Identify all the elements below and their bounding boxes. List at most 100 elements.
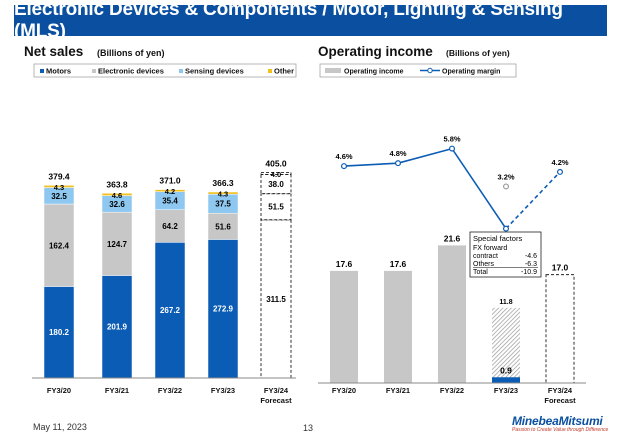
- sales-category-label: FY3/22: [158, 386, 182, 395]
- sales-value-label-sensing: 37.5: [215, 200, 231, 209]
- margin-adjusted-point: [503, 183, 510, 190]
- income-category-label: FY3/23: [494, 386, 518, 395]
- margin-point: [503, 225, 510, 232]
- sales-value-label-other: 4.0: [271, 170, 281, 179]
- income-bar: [545, 274, 575, 384]
- sales-bar-electronic: [260, 193, 292, 221]
- special-factors-row-label: Others: [473, 261, 495, 268]
- income-bar: [330, 270, 358, 383]
- special-factors-row-value: -6.3: [525, 261, 537, 268]
- page-title: Electronic Devices & Components / Motor,…: [14, 0, 607, 42]
- sales-bar-motors: [101, 275, 133, 379]
- sales-legend-swatch-other: [268, 69, 272, 73]
- sales-category-sublabel: Forecast: [260, 396, 292, 405]
- income-legend-box: [319, 63, 517, 78]
- income-category-label: FY3/24: [548, 386, 573, 395]
- sales-category-label: FY3/23: [211, 386, 235, 395]
- income-category-label: FY3/20: [332, 386, 356, 395]
- sales-bar-electronic: [207, 212, 239, 240]
- sales-legend-box: [33, 63, 297, 78]
- sales-bar-other: [154, 189, 186, 192]
- income-category-sublabel: Forecast: [544, 396, 576, 405]
- special-factors-title: Special factors: [473, 234, 522, 243]
- sales-legend-electronic: Electronic devices: [98, 67, 164, 76]
- sales-bar-motors: [154, 242, 186, 379]
- margin-value-label: 4.2%: [551, 158, 568, 167]
- margin-point: [395, 160, 402, 167]
- income-chart-title: Operating income: [318, 44, 433, 59]
- income-chart-units: (Billions of yen): [446, 48, 510, 58]
- footer-date: May 11, 2023: [33, 422, 87, 432]
- sales-value-label-sensing: 35.4: [162, 197, 178, 206]
- sales-value-label-motors: 267.2: [160, 306, 181, 315]
- income-value-label: 17.6: [336, 259, 353, 269]
- sales-value-label-motors: 311.5: [266, 295, 286, 304]
- special-factors-row-value: -10.9: [521, 269, 537, 276]
- sales-chart-title: Net sales: [24, 44, 83, 59]
- sales-legend-swatch-electronic: [92, 69, 96, 73]
- income-legend-swatch-bar: [325, 68, 341, 73]
- sales-bar-electronic: [154, 209, 186, 243]
- sales-total-label: 405.0: [265, 158, 287, 168]
- margin-value-label: 4.6%: [335, 152, 352, 161]
- sales-value-label-electronic: 124.7: [107, 240, 128, 249]
- sales-value-label-electronic: 162.4: [49, 241, 70, 250]
- sales-value-label-motors: 180.2: [49, 328, 70, 337]
- income-bar: [438, 245, 466, 383]
- sales-total-label: 363.8: [106, 179, 128, 189]
- margin-value-label: 5.8%: [443, 135, 460, 144]
- sales-legend-motors: Motors: [46, 67, 71, 76]
- income-value-label: 17.6: [390, 259, 407, 269]
- sales-value-label-other: 4.3: [218, 189, 228, 198]
- sales-legend-sensing: Sensing devices: [185, 67, 244, 76]
- sales-value-label-other: 4.2: [165, 187, 175, 196]
- sales-legend-other: Other: [274, 67, 294, 76]
- sales-legend-swatch-sensing: [179, 69, 183, 73]
- income-legend-operating-income: Operating income: [344, 69, 404, 76]
- income-category-label: FY3/22: [440, 386, 464, 395]
- sales-bar-other: [207, 191, 239, 195]
- sales-total-label: 366.3: [212, 178, 234, 188]
- margin-adjusted-label: 3.2%: [497, 172, 514, 181]
- margin-line-actual: [343, 147, 507, 230]
- special-factors-box: [469, 231, 542, 278]
- income-bar: [492, 377, 520, 383]
- sales-legend-swatch-motors: [40, 69, 44, 73]
- sales-bar-electronic: [101, 211, 133, 276]
- sales-bar-other: [101, 193, 133, 196]
- margin-line-forecast: [505, 171, 561, 230]
- income-adjusted-value-label: 11.8: [499, 299, 512, 306]
- sales-value-label-sensing: 32.6: [109, 200, 125, 209]
- sales-bar-other: [43, 185, 75, 188]
- special-factors-row-label: Total: [473, 269, 488, 276]
- income-value-label: 0.9: [500, 365, 512, 375]
- sales-value-label-sensing: 38.0: [268, 180, 284, 189]
- income-bar: [384, 270, 412, 383]
- sales-value-label-motors: 201.9: [107, 323, 128, 332]
- sales-value-label-motors: 272.9: [213, 305, 234, 314]
- sales-category-label: FY3/24: [264, 386, 289, 395]
- sales-value-label-electronic: 51.5: [268, 203, 284, 212]
- margin-point: [449, 145, 456, 152]
- sales-value-label-other: 4.3: [54, 183, 64, 192]
- sales-value-label-other: 4.6: [112, 191, 122, 200]
- margin-value-label: 4.8%: [389, 149, 406, 158]
- sales-total-label: 379.4: [48, 171, 70, 181]
- income-value-label: 17.0: [552, 263, 569, 273]
- sales-total-label: 371.0: [159, 176, 181, 186]
- sales-value-label-electronic: 51.6: [215, 222, 231, 231]
- sales-bar-other: [260, 171, 292, 175]
- logo-name: MinebeaMitsumi: [512, 414, 603, 428]
- company-logo: MinebeaMitsumi Passion to Create Value t…: [512, 414, 608, 433]
- sales-value-label-sensing: 32.5: [51, 192, 67, 201]
- special-factors-row-label: contract: [473, 253, 498, 260]
- sales-category-label: FY3/21: [105, 386, 129, 395]
- income-legend-swatch-marker: [427, 67, 433, 74]
- special-factors-row-value: -4.6: [525, 253, 537, 260]
- sales-chart-units: (Billions of yen): [97, 48, 165, 58]
- logo-tagline: Passion to Create Value through Differen…: [512, 427, 609, 433]
- sales-value-label-electronic: 64.2: [162, 222, 178, 231]
- income-legend-operating-margin: Operating margin: [442, 69, 500, 76]
- margin-point: [556, 168, 563, 175]
